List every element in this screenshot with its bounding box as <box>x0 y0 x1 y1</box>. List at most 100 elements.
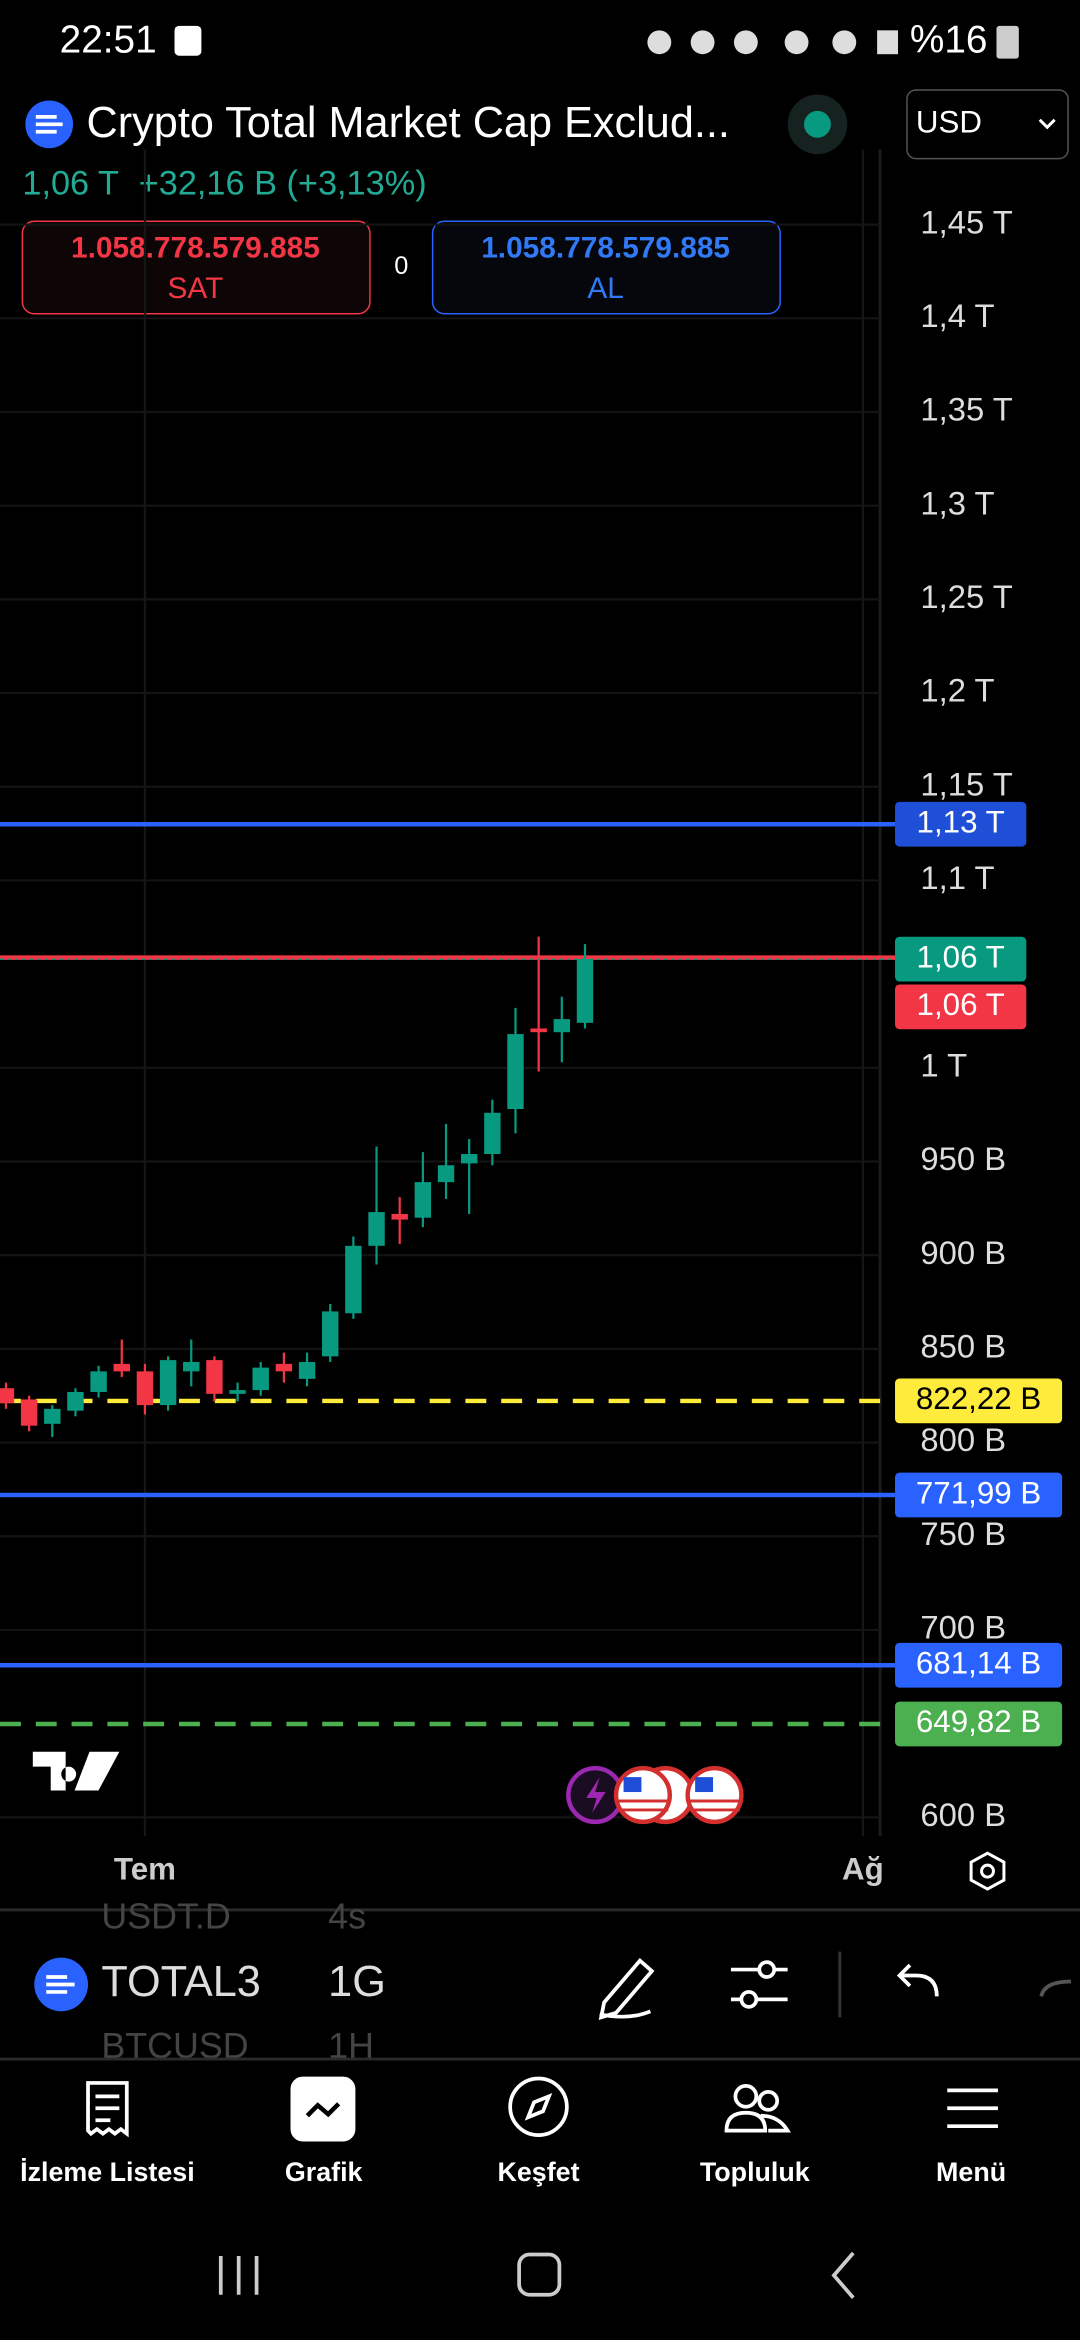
candle-body <box>484 1112 501 1155</box>
status-battery: %16 <box>910 19 988 62</box>
y-tick-label: 1,15 T <box>920 765 1012 802</box>
candle-body <box>113 1363 130 1372</box>
logo-glyph <box>35 114 63 134</box>
candle-body <box>136 1371 154 1406</box>
candle-body <box>206 1360 223 1394</box>
price-tag-label: 1,13 T <box>917 805 1005 840</box>
candle-body <box>553 1019 571 1033</box>
redo-icon[interactable] <box>1039 1979 1072 1997</box>
price-tag-label: 681,14 B <box>916 1646 1041 1681</box>
price-tag <box>895 801 1027 847</box>
price-tag-label: 771,99 B <box>916 1475 1041 1510</box>
nav-label[interactable]: Menü <box>936 2157 1006 2187</box>
candle-body <box>159 1360 177 1406</box>
candle-body <box>437 1165 455 1183</box>
nav-label[interactable]: İzleme Listesi <box>20 2157 195 2187</box>
candle-body <box>368 1212 385 1246</box>
price-tag <box>895 1378 1063 1424</box>
currency-select[interactable] <box>906 89 1069 160</box>
sell-price: 1.058.778.579.885 <box>71 231 320 264</box>
spread: 0 <box>394 252 408 280</box>
nav-bar: İzleme Listesi Grafik Keşfet Topluluk Menü <box>20 2157 1006 2187</box>
y-tick-label: 700 B <box>920 1609 1006 1646</box>
y-tick-label: 900 B <box>920 1234 1006 1271</box>
candle-body <box>67 1391 84 1411</box>
candle-body <box>414 1182 432 1218</box>
currency: USD <box>916 105 982 140</box>
indicators-icon[interactable] <box>730 1960 788 2009</box>
candle-body <box>20 1399 38 1426</box>
y-tick-label: 1,2 T <box>920 672 994 709</box>
candle-body <box>229 1390 246 1394</box>
chart[interactable]: 600 B 700 B 750 B 800 B 850 B 900 B 950 B 1 T 1,… <box>0 149 1063 1887</box>
nav-label[interactable]: Keşfet <box>497 2157 579 2187</box>
buy-button[interactable] <box>431 220 781 315</box>
candle-body <box>576 959 594 1023</box>
y-tick-label: 800 B <box>920 1421 1006 1458</box>
y-tick-label: 750 B <box>920 1515 1006 1552</box>
logo-glyph <box>46 1975 75 1994</box>
nav-label[interactable]: Topluluk <box>700 2157 810 2187</box>
candle-body <box>90 1371 107 1392</box>
price-tag-label: 1,06 T <box>917 987 1005 1022</box>
price-tag <box>895 1472 1063 1518</box>
draw-icon[interactable] <box>598 1957 655 2020</box>
recent-button[interactable] <box>218 2255 259 2295</box>
candle-body <box>345 1245 362 1314</box>
interval[interactable]: 1G <box>328 1958 386 2006</box>
candle-body <box>44 1408 61 1424</box>
candle-body <box>322 1311 339 1357</box>
candle-body <box>275 1363 293 1372</box>
price-tag-label: 1,06 T <box>917 939 1005 974</box>
y-tick-label: 1 T <box>920 1046 967 1083</box>
undo-icon[interactable] <box>896 1963 939 1997</box>
back-button[interactable] <box>831 2251 855 2299</box>
tv-logo <box>32 1751 120 1791</box>
settings-dot <box>980 1863 995 1879</box>
y-tick-label: 1,1 T <box>920 859 994 896</box>
interval-above: 4s <box>328 1896 366 1936</box>
buy-price: 1.058.778.579.885 <box>481 231 730 264</box>
home-button[interactable] <box>517 2252 562 2297</box>
candle-body <box>530 1028 547 1033</box>
price-tag <box>895 1642 1063 1688</box>
candle-body <box>298 1361 316 1379</box>
battery-icon <box>996 25 1019 59</box>
status-time: 22:51 <box>60 19 157 62</box>
symbol[interactable]: TOTAL3 <box>101 1958 260 2006</box>
price-tag <box>895 1701 1063 1747</box>
price-tag-label: 822,22 B <box>916 1381 1041 1416</box>
candle-body <box>391 1213 408 1220</box>
sell-label: SAT <box>168 272 224 305</box>
candle-body <box>183 1361 200 1372</box>
nav-icons <box>86 2076 998 2142</box>
y-tick-label: 1,45 T <box>920 203 1012 240</box>
candle-body <box>460 1154 478 1164</box>
last-value: 1,06 T <box>22 165 119 203</box>
y-tick-label: 1,4 T <box>920 297 994 334</box>
price-tag <box>895 936 1027 982</box>
y-tick-label: 950 B <box>920 1140 1006 1177</box>
chevron <box>1038 118 1056 130</box>
buy-label: AL <box>587 272 623 305</box>
nav-label[interactable]: Grafik <box>285 2157 363 2187</box>
price-tag-label: 649,82 B <box>916 1704 1041 1739</box>
y-tick-label: 1,3 T <box>920 484 994 521</box>
candle-body <box>252 1367 269 1391</box>
price-tag <box>895 984 1027 1030</box>
y-tick-label: 850 B <box>920 1328 1006 1365</box>
market-dot <box>804 110 831 138</box>
x-tick-label: Ağ <box>842 1851 884 1886</box>
sell-button[interactable] <box>21 220 371 315</box>
y-tick-label: 600 B <box>920 1796 1006 1833</box>
event-icons[interactable] <box>566 1765 744 1825</box>
change: +32,16 B (+3,13%) <box>139 165 427 203</box>
symbol-above: USDT.D <box>101 1896 230 1936</box>
candle-body <box>507 1034 524 1110</box>
settings-icon[interactable] <box>969 1851 1006 1891</box>
symbol-title[interactable]: Crypto Total Market Cap Exclud... <box>87 99 730 147</box>
status-icon <box>174 25 202 56</box>
